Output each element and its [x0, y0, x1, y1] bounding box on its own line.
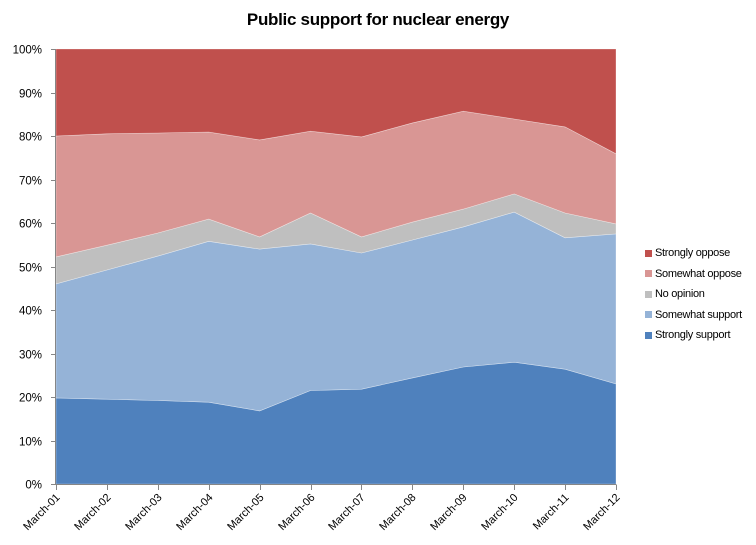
x-tick-label: March-10 [479, 492, 520, 533]
x-tick-label: March-07 [326, 492, 367, 533]
legend-item-strongly-oppose: Strongly oppose [645, 243, 742, 264]
x-tick-label: March-06 [276, 492, 317, 533]
legend-swatch-icon [645, 270, 652, 278]
legend-swatch-icon [645, 249, 652, 257]
legend-label: No opinion [655, 288, 705, 301]
y-tick-label: 10% [19, 437, 42, 449]
y-tick-label: 30% [19, 350, 42, 362]
y-tick-label: 80% [19, 132, 42, 144]
legend-item-somewhat-oppose: Somewhat oppose [645, 264, 742, 285]
y-tick-label: 0% [25, 480, 42, 492]
chart-legend: Strongly oppose Somewhat oppose No opinion… [645, 243, 742, 346]
y-tick-label: 50% [19, 263, 42, 275]
area-series-strongly-oppose [55, 48, 617, 155]
legend-swatch-icon [645, 331, 652, 339]
x-tick-label: March-02 [72, 492, 113, 533]
legend-label: Strongly support [655, 329, 731, 342]
x-tick-label: March-09 [428, 492, 469, 533]
legend-swatch-icon [645, 311, 652, 319]
x-tick-label: March-05 [225, 492, 266, 533]
legend-label: Somewhat oppose [655, 267, 742, 280]
legend-swatch-icon [645, 290, 652, 298]
legend-item-strongly-support: Strongly support [645, 325, 742, 346]
legend-item-somewhat-support: Somewhat support [645, 305, 742, 326]
x-tick-label: March-12 [581, 492, 622, 533]
y-tick-label: 40% [19, 306, 42, 318]
x-tick-label: March-08 [377, 492, 418, 533]
y-tick-label: 100% [13, 45, 42, 57]
legend-label: Somewhat support [655, 308, 742, 321]
x-tick-label: March-04 [174, 492, 215, 533]
y-tick-label: 20% [19, 393, 42, 405]
y-tick-label: 70% [19, 176, 42, 188]
y-tick-label: 90% [19, 89, 42, 101]
x-tick-label: March-11 [531, 492, 572, 533]
chart-title: Public support for nuclear energy [246, 10, 510, 29]
legend-item-no-opinion: No opinion [645, 284, 742, 305]
legend-label: Strongly oppose [655, 247, 730, 260]
x-tick-label: March-03 [123, 492, 164, 533]
x-tick-label: March-01 [21, 492, 62, 533]
stacked-areas [55, 48, 617, 485]
y-tick-label: 60% [19, 219, 42, 231]
